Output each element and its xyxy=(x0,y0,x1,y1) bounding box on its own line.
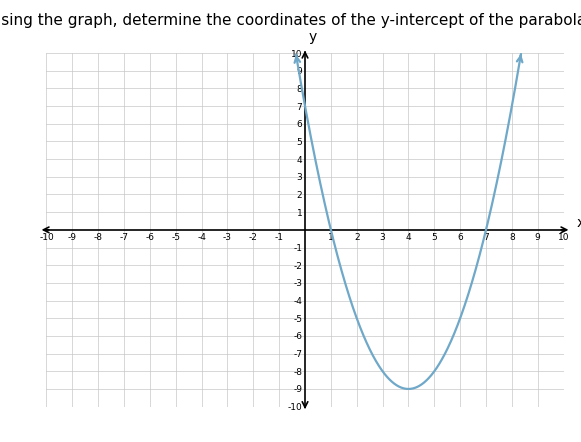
Text: y: y xyxy=(309,30,317,44)
Text: x: x xyxy=(576,216,581,230)
Text: Using the graph, determine the coordinates of the y-intercept of the parabola.: Using the graph, determine the coordinat… xyxy=(0,13,581,28)
